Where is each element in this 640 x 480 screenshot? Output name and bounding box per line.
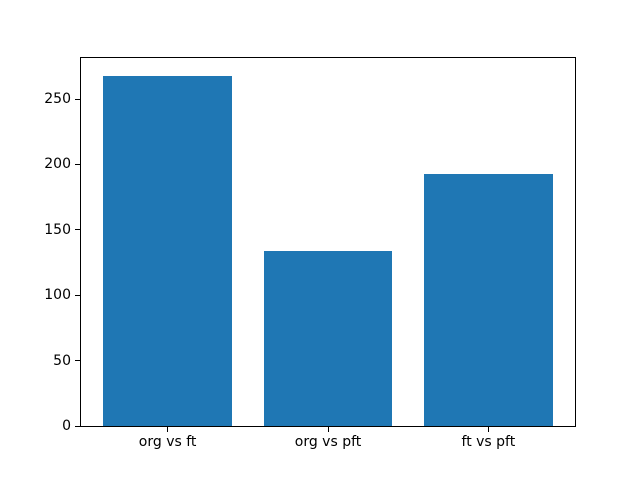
y-tick-label-0: 0 (62, 418, 71, 434)
y-tick-label-100: 100 (44, 287, 71, 304)
y-tick-label-150: 150 (44, 221, 71, 238)
y-tick-mark-100 (75, 294, 80, 296)
y-tick-label-200: 200 (44, 156, 71, 173)
y-tick-mark-250 (75, 98, 80, 100)
bar-org-vs-pft (263, 250, 393, 426)
y-tick-mark-200 (75, 163, 80, 165)
y-tick-mark-0 (75, 425, 80, 427)
plot-area (80, 57, 576, 427)
bar-org-vs-ft (103, 75, 232, 426)
x-tick-mark-3 (487, 427, 489, 432)
y-tick-mark-150 (75, 229, 80, 231)
y-tick-label-250: 250 (44, 91, 71, 108)
x-tick-mark-1 (167, 427, 169, 432)
bars-layer (81, 58, 575, 426)
x-tick-label-ft-vs-pft: ft vs pft (461, 434, 516, 450)
x-tick-mark-2 (327, 427, 329, 432)
x-tick-label-org-vs-pft: org vs pft (294, 434, 362, 450)
x-tick-label-org-vs-ft: org vs ft (138, 434, 197, 450)
bar-ft-vs-pft (424, 173, 553, 426)
y-tick-label-50: 50 (53, 352, 71, 369)
y-tick-mark-50 (75, 360, 80, 362)
